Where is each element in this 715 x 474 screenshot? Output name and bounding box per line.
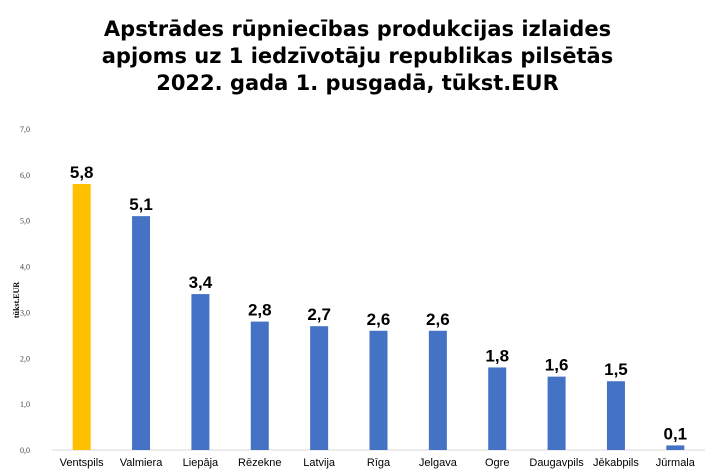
data-label: 1,5: [604, 360, 628, 379]
data-label: 2,8: [248, 301, 272, 320]
data-labels: 5,8 5,1 3,4 2,8 2,7 2,6 2,6 1,8 1,6 1,5 0,1: [70, 163, 687, 443]
y-tick-label: 1,0: [20, 400, 30, 409]
data-label: 0,1: [663, 424, 687, 443]
category-label: Jūrmala: [656, 457, 696, 469]
category-label: Latvija: [303, 457, 336, 469]
data-label: 5,8: [70, 163, 94, 182]
category-label: Jēkabpils: [593, 457, 639, 469]
category-label: Daugavpils: [529, 457, 584, 469]
bar-rīga: [369, 330, 388, 450]
bar-latvija: [310, 326, 329, 450]
y-tick-label: 5,0: [20, 217, 30, 226]
data-label: 5,1: [129, 195, 153, 214]
y-tick-label: 7,0: [20, 125, 30, 134]
category-label: Liepāja: [183, 457, 219, 469]
y-tick-label: 0,0: [20, 446, 30, 455]
bar-ventspils: [72, 184, 91, 450]
chart-title-line-3: 2022. gada 1. pusgadā, tūkst.EUR: [156, 71, 559, 95]
bar-daugavpils: [547, 376, 566, 450]
bar-jēkabpils: [606, 381, 625, 450]
bars: [72, 184, 685, 450]
category-label: Valmiera: [120, 457, 163, 469]
y-tick-label: 3,0: [20, 308, 30, 317]
y-tick-label: 4,0: [20, 263, 30, 272]
category-label: Rēzekne: [238, 457, 281, 469]
bar-jūrmala: [666, 445, 685, 450]
y-tick-label: 6,0: [20, 171, 30, 180]
y-axis-label: tūkst.EUR: [12, 282, 21, 318]
bar-jelgava: [428, 330, 447, 450]
data-label: 2,7: [307, 305, 331, 324]
category-label: Ventspils: [60, 457, 105, 469]
chart-title-line-2: apjoms uz 1 iedzīvotāju republikas pilsē…: [101, 44, 614, 68]
bar-ogre: [488, 367, 507, 450]
category-label: Ogre: [485, 457, 509, 469]
data-label: 2,6: [367, 310, 391, 329]
category-label: Rīga: [367, 457, 391, 469]
chart-title: Apstrādes rūpniecības produkcijas izlaid…: [0, 16, 715, 97]
bar-rēzekne: [250, 321, 269, 450]
category-label: Jelgava: [419, 457, 458, 469]
bar-liepāja: [191, 294, 210, 450]
y-tick-label: 2,0: [20, 354, 30, 363]
data-label: 3,4: [189, 273, 213, 292]
y-axis-ticks: 0,0 1,0 2,0 3,0 4,0 5,0 6,0 7,0: [20, 125, 30, 455]
bar-valmiera: [132, 216, 151, 450]
category-labels: Ventspils Valmiera Liepāja Rēzekne Latvija Rī…: [60, 457, 696, 469]
data-label: 2,6: [426, 310, 450, 329]
data-label: 1,6: [545, 356, 569, 375]
chart-title-line-1: Apstrādes rūpniecības produkcijas izlaid…: [103, 17, 612, 41]
data-label: 1,8: [485, 346, 509, 365]
